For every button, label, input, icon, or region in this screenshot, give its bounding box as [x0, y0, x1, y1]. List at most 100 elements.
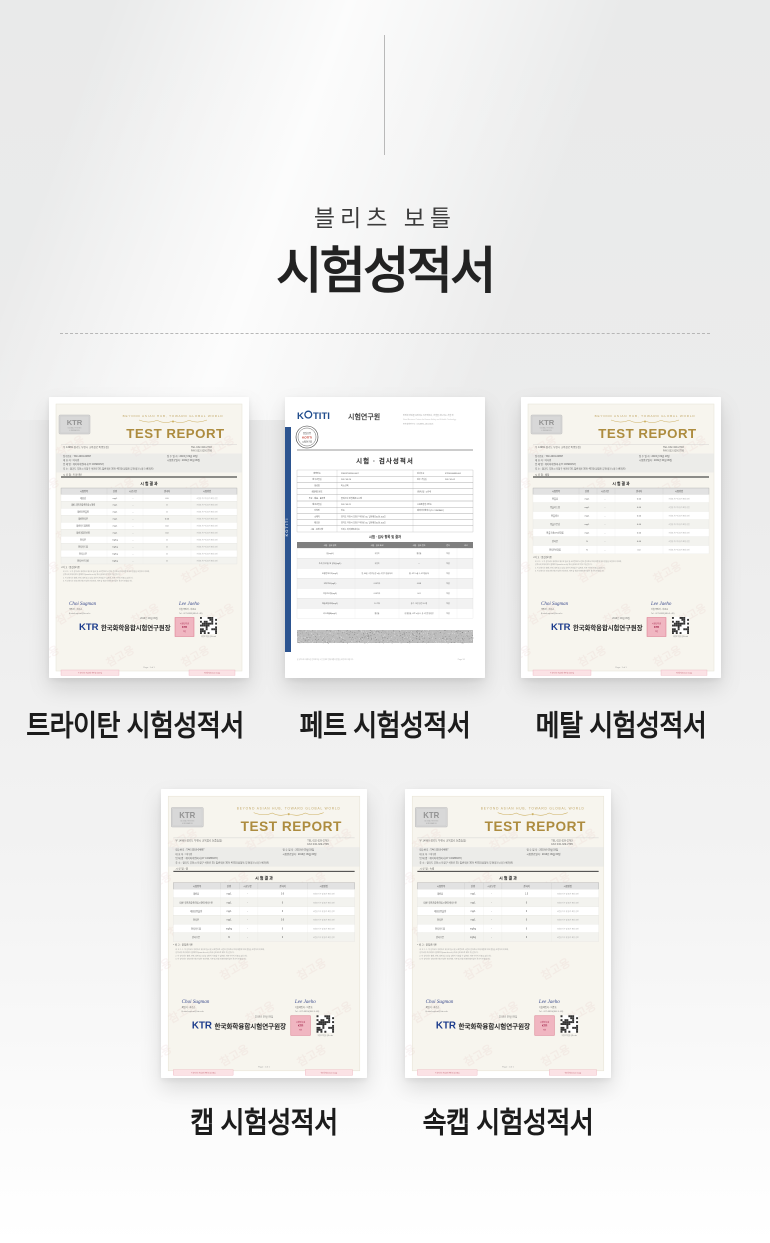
svg-text:KTR: KTR	[298, 1024, 304, 1028]
svg-text:0.05이하: 0.05이하	[374, 592, 381, 595]
svg-text:%: %	[228, 937, 230, 939]
svg-text:시 험 결 과: 시 험 결 과	[612, 481, 630, 486]
svg-text:FAX 032-329-2795: FAX 032-329-2795	[191, 450, 213, 453]
svg-text:2017.08.26: 2017.08.26	[341, 479, 352, 481]
svg-text:KTR: KTR	[179, 811, 195, 820]
svg-text:mg/L: mg/L	[113, 498, 119, 500]
svg-text:KTR: KTR	[539, 418, 555, 427]
svg-text:mg/L: mg/L	[113, 505, 119, 507]
svg-text:시험용 기구 및 용기·포장 공전: 시험용 기구 및 용기·포장 공전	[196, 559, 218, 562]
svg-text:mg/L: mg/L	[585, 507, 591, 509]
svg-text:KTR: KTR	[67, 418, 83, 427]
svg-text:접수번호 : TAK-2019-04897: 접수번호 : TAK-2019-04897	[175, 848, 205, 852]
svg-text:용기 · 포장 공전 도시행: 용기 · 포장 공전 도시행	[411, 602, 428, 605]
svg-text:시험연구원: 시험연구원	[348, 412, 380, 421]
svg-text:Page 1/1: Page 1/1	[458, 659, 465, 661]
svg-text:Tel : 027-8893(480-3~48): Tel : 027-8893(480-3~48)	[651, 613, 675, 615]
svg-text:불검출: 불검출	[375, 612, 380, 615]
svg-text:시험용 기구 및 용기·포장 공전: 시험용 기구 및 용기·포장 공전	[196, 504, 218, 507]
svg-text:FAX 032-329-2795: FAX 032-329-2795	[307, 842, 329, 846]
svg-text:Choi Sugman: Choi Sugman	[182, 999, 210, 1005]
svg-text:한국화학융합시험연구원장: 한국화학융합시험연구원장	[459, 1022, 531, 1031]
svg-text:TEST REPORT: TEST REPORT	[241, 819, 343, 834]
svg-text:시험용 기구 및 용기·포장 공전: 시험용 기구 및 용기·포장 공전	[196, 546, 218, 549]
svg-text:Lee Jaeho: Lee Jaeho	[178, 602, 200, 607]
svg-text:%: %	[586, 550, 588, 552]
svg-text:mg/L: mg/L	[227, 894, 233, 896]
svg-text:E-mail:sgchoi@ktr.or.kr: E-mail:sgchoi@ktr.or.kr	[182, 1010, 204, 1013]
svg-text:시험용 기구 및 용기·포장 공전: 시험용 기구 및 용기·포장 공전	[668, 549, 690, 552]
svg-text:TEST REPORT: TEST REPORT	[485, 819, 587, 834]
svg-text:mg/kg: mg/kg	[470, 928, 477, 930]
svg-text:주 소 : 경기도 부천시 오정구 석천로 30, 일: 주 소 : 경기도 부천시 오정구 석천로 30, 일반제조 30동 403호(…	[419, 860, 513, 864]
svg-text:BEYOND ASIAN HUB, TOWARD GLOBA: BEYOND ASIAN HUB, TOWARD GLOBAL WORLD	[595, 414, 696, 418]
svg-text:mg/L: mg/L	[471, 894, 477, 896]
svg-text:시험용 기구 및 용기·포장 공전: 시험용 기구 및 용기·포장 공전	[196, 511, 218, 514]
svg-text:mg/kg: mg/kg	[112, 547, 119, 549]
svg-text:시험용 기구 및 용기·포장 공전: 시험용 기구 및 용기·포장 공전	[196, 532, 218, 535]
svg-text:1.0 이하: 1.0 이하	[374, 602, 380, 605]
svg-text:KTR: KTR	[182, 625, 187, 629]
svg-text:KOTITI: KOTITI	[302, 436, 312, 440]
svg-text:대 표 자 : 이다영: 대 표 자 : 이다영	[175, 852, 192, 856]
svg-text:시험용 기구 및 용기·포장 공전: 시험용 기구 및 용기·포장 공전	[668, 523, 690, 526]
svg-text:시험용 기구 및 용기·포장 공전: 시험용 기구 및 용기·포장 공전	[196, 553, 218, 556]
svg-text:시 료 명 : 트라이탄: 시 료 명 : 트라이탄	[63, 473, 83, 477]
svg-text:우 14969 경기도 부천시 교육청로 5(중동정): 우 14969 경기도 부천시 교육청로 5(중동정)	[535, 445, 581, 449]
svg-text:mg/L: mg/L	[585, 524, 591, 526]
svg-text:시험용 기구 및 용기·포장 공전: 시험용 기구 및 용기·포장 공전	[196, 525, 218, 528]
svg-text:접수번호 : TAK-2019-04897: 접수번호 : TAK-2019-04897	[419, 848, 449, 852]
svg-text:Choi Sugman: Choi Sugman	[426, 999, 454, 1005]
svg-text:TEST REPORT: TEST REPORT	[126, 426, 224, 441]
svg-text:mg/L: mg/L	[113, 533, 119, 535]
svg-text:• 비 고 : 품질관리용: • 비 고 : 품질관리용	[173, 943, 193, 947]
svg-text:열, 60분, 수증기순환 노출, 수증기 침출 처리: 열, 60분, 수증기순환 노출, 수증기 침출 처리	[362, 572, 393, 575]
svg-text:시험용 기구 및 용기·포장 공전: 시험용 기구 및 용기·포장 공전	[668, 498, 690, 501]
svg-text:E-mail:sgchoi@ktr.or.kr: E-mail:sgchoi@ktr.or.kr	[541, 612, 563, 615]
svg-text:mg/kg: mg/kg	[112, 554, 119, 556]
svg-text:mg/L: mg/L	[227, 920, 233, 922]
svg-text:KTR: KTR	[192, 1021, 212, 1032]
svg-text:업 체 명 : 제이아이엠피니(JY COMPANY): 업 체 명 : 제이아이엠피니(JY COMPANY)	[175, 856, 218, 860]
svg-text:×: ×	[419, 562, 420, 565]
svg-text:KTR: KTR	[423, 811, 439, 820]
svg-text:Lee Jaeho: Lee Jaeho	[650, 602, 672, 607]
svg-text:우 14969 경기도 부천시 교육청로 5(중동정): 우 14969 경기도 부천시 교육청로 5(중동정)	[63, 445, 109, 449]
svg-text:KTR: KTR	[654, 625, 659, 629]
svg-text:%: %	[586, 541, 588, 543]
svg-text:시험용 기구 및 용기·포장 공전: 시험용 기구 및 용기·포장 공전	[196, 497, 218, 500]
svg-text:0.008: 0.008	[417, 583, 421, 585]
svg-text:mg/L: mg/L	[227, 911, 233, 913]
svg-text:TEL 032-329-2793: TEL 032-329-2793	[551, 838, 573, 842]
svg-text:TITI: TITI	[313, 411, 330, 422]
svg-text:접 수 일 자 : 2019년 09월 19일: 접 수 일 자 : 2019년 09월 19일	[527, 848, 559, 852]
svg-text:시험용 기구 및 용기·포장 공전: 시험용 기구 및 용기·포장 공전	[668, 532, 690, 535]
svg-text:시 험 결 과: 시 험 결 과	[140, 481, 158, 486]
svg-text:시험용 기구 및 용기·포장 공전: 시험용 기구 및 용기·포장 공전	[668, 540, 690, 543]
svg-text:Tel : 027-8893(480-3~48): Tel : 027-8893(480-3~48)	[539, 1011, 564, 1013]
svg-text:시 료 명 : 캡: 시 료 명 : 캡	[175, 867, 188, 871]
svg-text:TEL 032-329-2793: TEL 032-329-2793	[307, 838, 329, 842]
svg-text:시험용 기구 및 용기·포장 공전: 시험용 기구 및 용기·포장 공전	[196, 518, 218, 521]
svg-text:Page : 1 of 1: Page : 1 of 1	[615, 667, 627, 669]
svg-text:KTR: KTR	[79, 622, 99, 633]
svg-text:P0B13708200-0007: P0B13708200-0007	[341, 473, 360, 475]
svg-text:한국화학융합시험연구원장: 한국화학융합시험연구원장	[101, 623, 171, 632]
svg-text:Lee Jaeho: Lee Jaeho	[294, 999, 316, 1005]
svg-text:2017.09.02: 2017.09.02	[445, 479, 456, 481]
svg-text:FAX 032-329-2795: FAX 032-329-2795	[663, 450, 685, 453]
svg-text:한국화학융합시험연구원장: 한국화학융합시험연구원장	[573, 623, 643, 632]
svg-text:업 체 명 : 제이아이엠피니(JY COMPANY): 업 체 명 : 제이아이엠피니(JY COMPANY)	[419, 856, 462, 860]
svg-text:Tel : 027-8893(480-3~48): Tel : 027-8893(480-3~48)	[295, 1011, 320, 1013]
svg-text:mg/kg: mg/kg	[470, 937, 477, 939]
svg-text:용 불검출, 시트 노출 시, 용 시험법 용면장: 용 불검출, 시트 노출 시, 용 시험법 용면장	[404, 612, 434, 615]
svg-text:2017.08.21: 2017.08.21	[341, 504, 352, 506]
svg-text:KTR4000088-004: KTR4000088-004	[445, 473, 462, 475]
svg-text:접 수 일 자 : 2019년 09월 19일: 접 수 일 자 : 2019년 09월 19일	[283, 848, 315, 852]
svg-text:• 비 고 : 품질관리용: • 비 고 : 품질관리용	[417, 943, 437, 947]
svg-text:Choi Sugman: Choi Sugman	[541, 602, 569, 607]
svg-text:직인: 직인	[183, 630, 187, 633]
svg-text:mg/L: mg/L	[585, 516, 591, 518]
svg-text:mg/L: mg/L	[113, 512, 119, 514]
svg-text:BEYOND ASIAN HUB, TOWARD GLOBA: BEYOND ASIAN HUB, TOWARD GLOBAL WORLD	[123, 414, 224, 418]
